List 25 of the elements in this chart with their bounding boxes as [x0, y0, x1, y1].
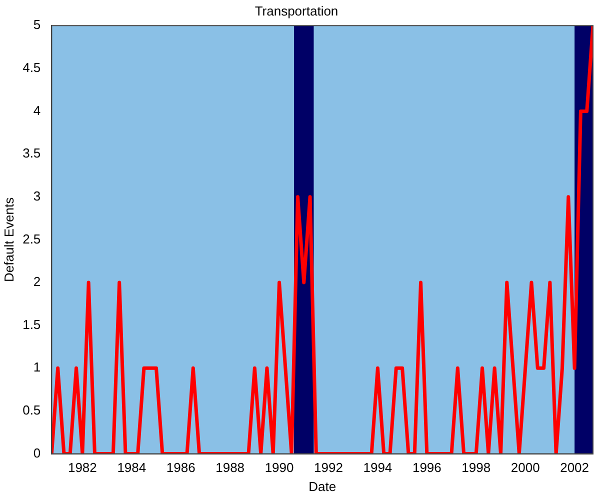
y-tick-label: 3 [33, 188, 41, 204]
x-tick-label: 1996 [412, 460, 442, 476]
chart-title: Transportation [254, 3, 338, 18]
y-tick-label: 2 [33, 274, 41, 290]
x-tick-label: 1990 [264, 460, 294, 476]
y-axis-title: Default Events [1, 196, 16, 282]
x-tick-label: 1992 [314, 460, 343, 476]
x-tick-label: 2000 [510, 460, 540, 476]
x-tick-label: 1998 [462, 460, 491, 476]
y-tick-label: 4 [33, 102, 41, 118]
y-tick-label: 2.5 [22, 231, 41, 246]
x-axis-title: Date [308, 478, 336, 494]
x-tick-label: 1994 [363, 460, 392, 476]
y-tick-label: 1.5 [22, 316, 41, 332]
x-tick-label: 1982 [68, 460, 97, 476]
y-tick-label: 0.5 [22, 402, 41, 418]
x-tick-label: 1984 [117, 460, 146, 476]
y-tick-label: 0 [33, 445, 41, 460]
x-tick-label: 1986 [166, 460, 196, 476]
x-tick-label: 2002 [560, 460, 590, 476]
y-tick-label: 5 [33, 17, 41, 32]
y-tick-label: 1 [33, 360, 41, 375]
y-tick-label: 4.5 [22, 60, 41, 75]
y-tick-label: 3.5 [22, 146, 41, 161]
x-tick-label: 1988 [216, 460, 245, 476]
